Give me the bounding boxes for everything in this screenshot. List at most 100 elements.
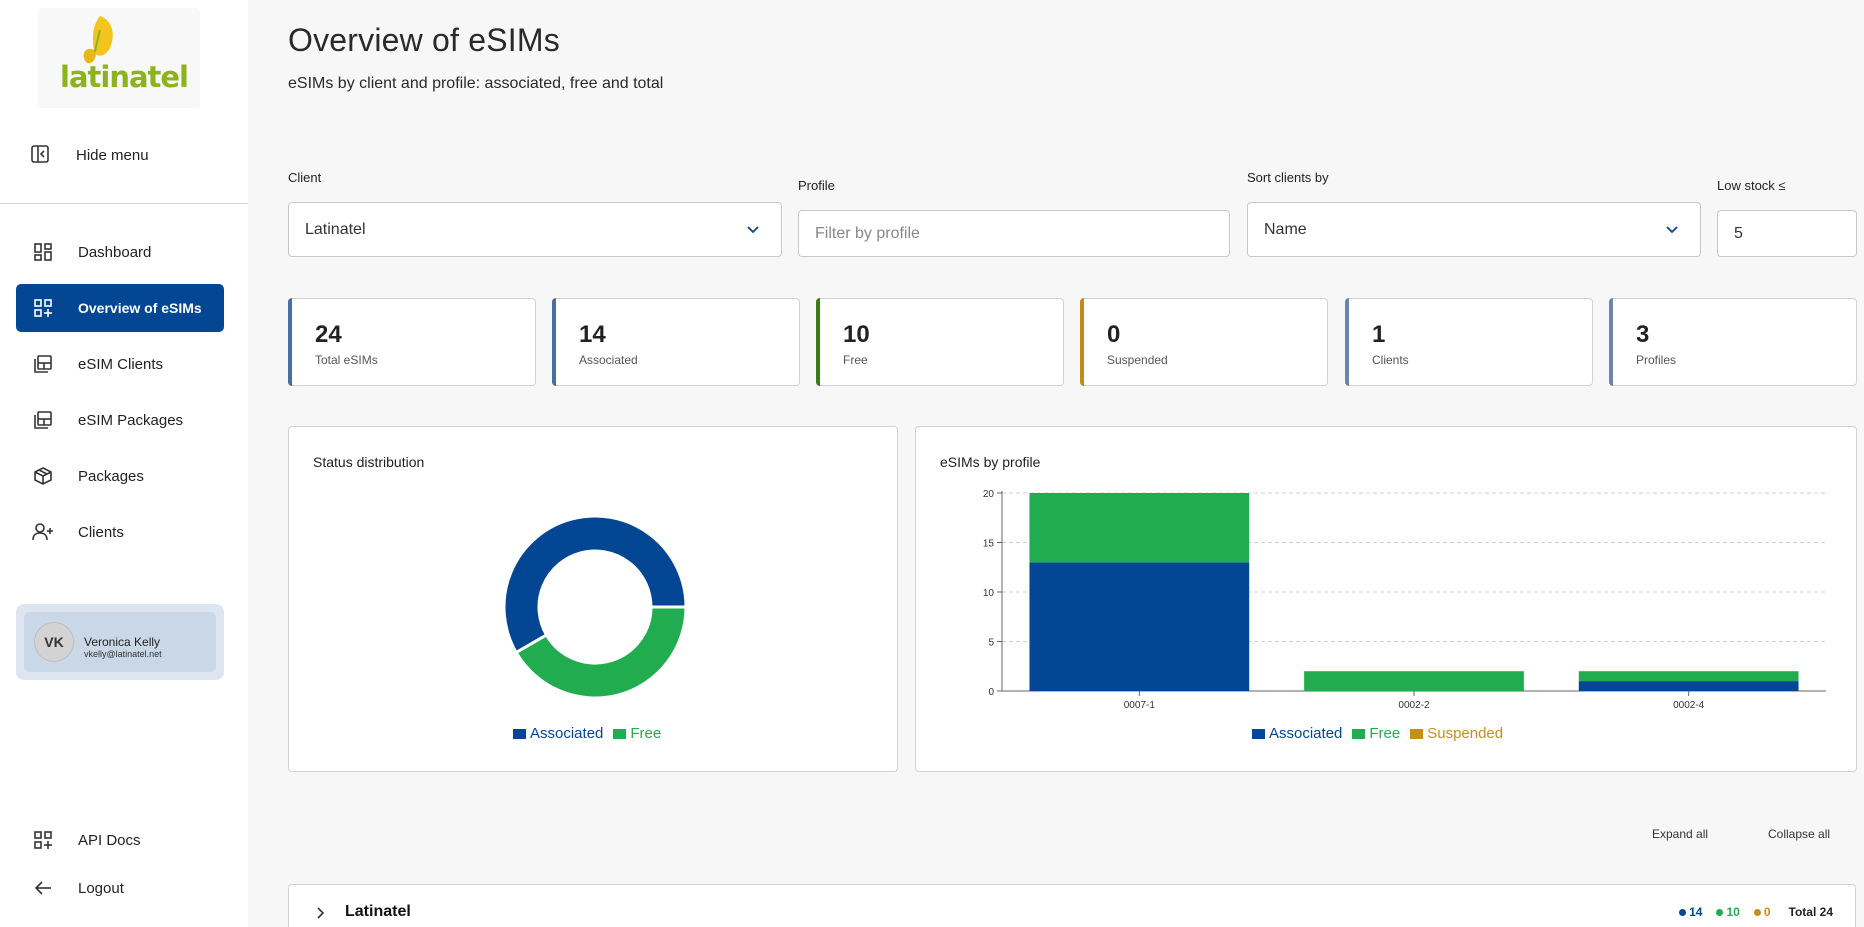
bar-associated-0002-4[interactable] xyxy=(1578,681,1799,691)
profile-filter-field[interactable] xyxy=(798,210,1230,257)
stat-label: Clients xyxy=(1372,353,1409,367)
esims-by-profile-chart: 0 5 10 15 20 0007-1 0002-2 0002-4 xyxy=(983,489,1826,711)
chevron-down-icon xyxy=(1666,225,1678,233)
low-stock-field[interactable]: 5 xyxy=(1717,210,1857,257)
stat-card-total: 24 Total eSIMs xyxy=(288,298,536,386)
y-tick-label: 15 xyxy=(983,539,995,550)
sort-clients-select[interactable]: Name xyxy=(1247,202,1701,257)
y-tick-label: 5 xyxy=(988,638,994,649)
stat-card-clients: 1 Clients xyxy=(1345,298,1593,386)
legend-swatch xyxy=(513,728,526,739)
stat-card-stripe xyxy=(1609,298,1613,386)
profile-filter-label: Profile xyxy=(798,178,835,193)
dashboard-icon xyxy=(32,241,54,263)
user-card[interactable]: VK Veronica Kelly vkelly@latinatel.net xyxy=(16,604,224,680)
y-tick-label: 10 xyxy=(983,588,995,599)
client-stat-free: 10 xyxy=(1716,905,1740,919)
client-select[interactable]: Latinatel xyxy=(288,202,782,257)
sidebar-item-label: Clients xyxy=(78,523,124,541)
legend-item-associated[interactable]: Associated xyxy=(513,725,603,742)
brand-logo[interactable]: latinatel xyxy=(38,8,200,108)
sidebar-item-packages[interactable]: Packages xyxy=(16,452,224,500)
sidebar-item-label: eSIM Packages xyxy=(78,411,184,429)
sim-stack-icon xyxy=(32,409,54,431)
legend-label: Free xyxy=(1369,725,1401,742)
sidebar-item-label: Packages xyxy=(78,467,144,485)
client-filter-label: Client xyxy=(288,170,322,185)
panel-title: Status distribution xyxy=(313,454,425,470)
sidebar-item-overview-esims[interactable]: Overview of eSIMs xyxy=(16,284,224,332)
avatar: VK xyxy=(34,622,74,662)
legend-swatch xyxy=(613,728,627,739)
donut-slice-free[interactable] xyxy=(514,605,688,700)
client-row[interactable]: Latinatel 14 10 0 Total 24 xyxy=(288,884,1856,927)
client-stat-value: 14 xyxy=(1689,905,1703,919)
client-stat-suspended: 0 xyxy=(1753,905,1771,919)
legend-label: Associated xyxy=(530,725,604,742)
sidebar-item-esim-clients[interactable]: eSIM Clients xyxy=(16,340,224,388)
legend-item-free[interactable]: Free xyxy=(613,725,661,742)
hide-menu-label: Hide menu xyxy=(76,146,149,164)
status-donut-chart xyxy=(502,514,688,700)
panel-collapse-icon xyxy=(30,144,52,166)
client-stat-value: 10 xyxy=(1726,905,1740,919)
bar-associated-0007-1[interactable] xyxy=(1029,562,1250,691)
sidebar-item-clients[interactable]: Clients xyxy=(16,508,224,556)
donut-slice-associated[interactable] xyxy=(502,514,688,655)
legend-label: Free xyxy=(630,725,662,742)
user-card-inner: VK Veronica Kelly vkelly@latinatel.net xyxy=(24,612,216,672)
logout-label: Logout xyxy=(78,879,124,897)
sort-clients-label: Sort clients by xyxy=(1247,170,1329,185)
legend-swatch xyxy=(1252,728,1265,739)
esims-by-profile-panel: eSIMs by profile 0 5 10 15 20 0007-1 0002-2 000… xyxy=(915,426,1857,772)
sidebar-item-label: eSIM Clients xyxy=(78,355,164,373)
user-plus-icon xyxy=(32,521,54,543)
bar-free-0007-1[interactable] xyxy=(1029,493,1250,563)
status-legend: Associated Free xyxy=(513,725,671,742)
sidebar-item-label: API Docs xyxy=(78,831,141,849)
stat-card-profiles: 3 Profiles xyxy=(1609,298,1857,386)
sim-stack-icon xyxy=(32,353,54,375)
client-select-value: Latinatel xyxy=(305,220,366,238)
stat-card-stripe xyxy=(552,298,556,386)
legend-item-associated[interactable]: Associated xyxy=(1252,725,1342,742)
sidebar-item-dashboard[interactable]: Dashboard xyxy=(16,228,224,276)
butterfly-icon xyxy=(83,16,113,64)
stat-value: 1 xyxy=(1372,321,1386,348)
bar-free-0002-2[interactable] xyxy=(1304,671,1524,691)
stat-card-stripe xyxy=(288,298,292,386)
profile-filter-input[interactable] xyxy=(815,224,1229,243)
x-tick-label: 0002-2 xyxy=(1398,700,1430,711)
page-subtitle: eSIMs by client and profile: associated,… xyxy=(288,75,664,92)
stat-value: 0 xyxy=(1107,321,1121,348)
legend-swatch xyxy=(1410,728,1424,739)
bar-free-0002-4[interactable] xyxy=(1578,671,1799,682)
user-name: Veronica Kelly xyxy=(84,635,161,649)
sidebar-item-esim-packages[interactable]: eSIM Packages xyxy=(16,396,224,444)
collapse-all-button[interactable]: Collapse all xyxy=(1768,827,1831,841)
legend-item-suspended[interactable]: Suspended xyxy=(1410,725,1503,742)
stat-label: Associated xyxy=(579,353,638,367)
profile-legend: Associated Free Suspended xyxy=(1252,725,1513,742)
hide-menu-button[interactable]: Hide menu xyxy=(30,140,149,170)
expand-all-button[interactable]: Expand all xyxy=(1652,827,1709,841)
chevron-right-icon[interactable] xyxy=(317,907,325,919)
stat-label: Profiles xyxy=(1636,353,1677,367)
stat-card-suspended: 0 Suspended xyxy=(1080,298,1328,386)
sidebar-item-label: Dashboard xyxy=(78,243,152,261)
stat-card-free: 10 Free xyxy=(816,298,1064,386)
chart-grid xyxy=(1002,492,1826,642)
sort-clients-value: Name xyxy=(1264,220,1307,238)
package-box-icon xyxy=(32,465,54,487)
stat-value: 3 xyxy=(1636,321,1650,348)
stat-label: Suspended xyxy=(1107,353,1168,367)
arrow-left-icon xyxy=(32,877,54,899)
status-dot xyxy=(1753,908,1761,916)
client-name: Latinatel xyxy=(345,903,411,920)
stat-value: 10 xyxy=(843,321,870,348)
sidebar-item-api-docs[interactable]: API Docs xyxy=(16,816,224,864)
logout-button[interactable]: Logout xyxy=(16,864,224,912)
legend-item-free[interactable]: Free xyxy=(1352,725,1400,742)
stat-value: 24 xyxy=(315,321,342,348)
status-dot xyxy=(1679,908,1687,916)
